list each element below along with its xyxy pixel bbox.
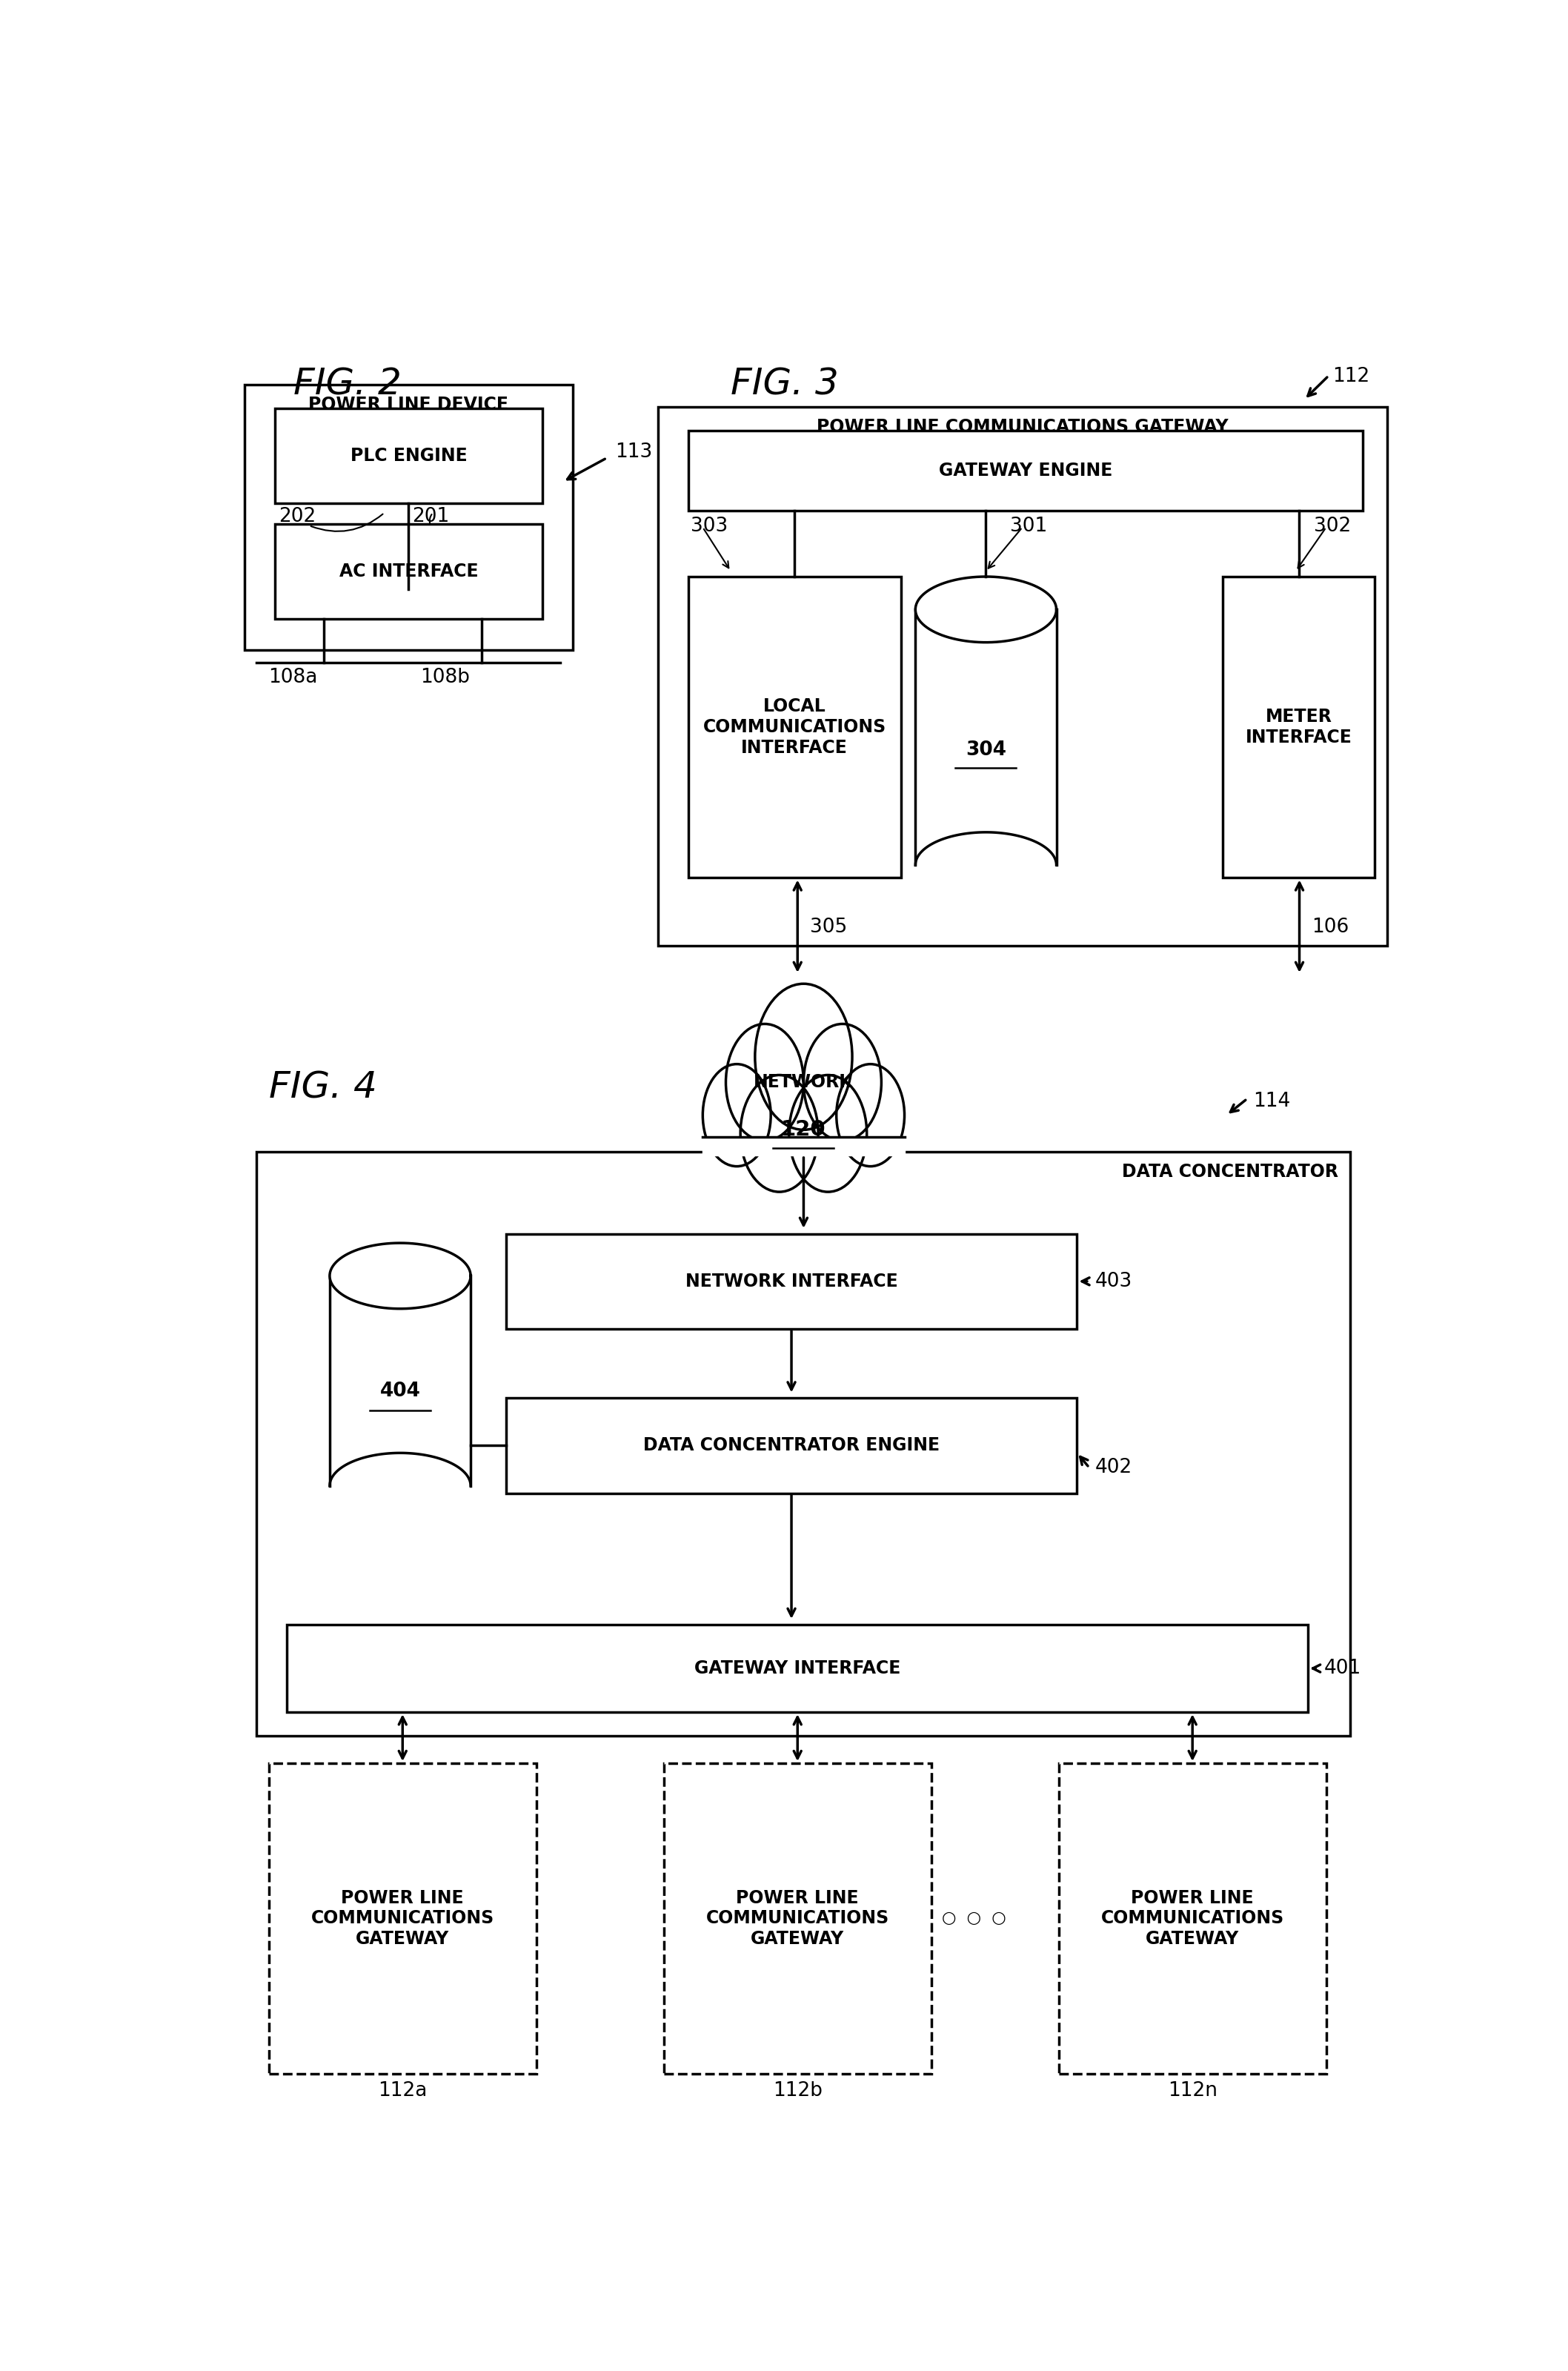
Text: POWER LINE DEVICE: POWER LINE DEVICE	[309, 396, 508, 413]
Text: POWER LINE
COMMUNICATIONS
GATEWAY: POWER LINE COMMUNICATIONS GATEWAY	[310, 1890, 494, 1949]
Text: NETWORK: NETWORK	[754, 1074, 853, 1091]
Text: DATA CONCENTRATOR ENGINE: DATA CONCENTRATOR ENGINE	[643, 1437, 939, 1453]
Bar	[257, 1152, 1350, 1736]
Text: 404: 404	[379, 1382, 420, 1401]
Text: 401: 401	[1323, 1660, 1361, 1679]
Text: AC INTERFACE: AC INTERFACE	[339, 562, 478, 581]
Text: 114: 114	[1253, 1091, 1290, 1110]
Bar	[506, 1233, 1077, 1328]
Text: POWER LINE COMMUNICATIONS GATEWAY: POWER LINE COMMUNICATIONS GATEWAY	[817, 417, 1228, 436]
Text: FIG. 2: FIG. 2	[293, 368, 401, 403]
Bar	[1058, 1764, 1327, 2075]
Text: 112: 112	[1333, 368, 1369, 386]
Circle shape	[702, 1065, 771, 1167]
Text: 108a: 108a	[268, 669, 318, 688]
Text: LOCAL
COMMUNICATIONS
INTERFACE: LOCAL COMMUNICATIONS INTERFACE	[702, 697, 886, 756]
Text: NETWORK INTERFACE: NETWORK INTERFACE	[685, 1273, 898, 1290]
Polygon shape	[329, 1276, 470, 1487]
Text: 201: 201	[412, 507, 450, 526]
Bar	[270, 1764, 536, 2075]
Text: 301: 301	[1010, 517, 1047, 536]
Text: POWER LINE
COMMUNICATIONS
GATEWAY: POWER LINE COMMUNICATIONS GATEWAY	[706, 1890, 889, 1949]
Text: 120: 120	[781, 1119, 826, 1140]
Text: FIG. 4: FIG. 4	[270, 1069, 376, 1105]
Bar	[274, 408, 543, 503]
Text: 202: 202	[279, 507, 315, 526]
Circle shape	[789, 1074, 867, 1193]
Text: 403: 403	[1094, 1271, 1132, 1290]
Text: 305: 305	[809, 918, 847, 937]
Text: PLC ENGINE: PLC ENGINE	[350, 448, 467, 465]
Circle shape	[726, 1024, 803, 1140]
Text: 113: 113	[615, 443, 652, 462]
Text: 108b: 108b	[420, 669, 470, 688]
Bar	[663, 1764, 931, 2075]
Circle shape	[836, 1065, 905, 1167]
Text: 112b: 112b	[773, 2082, 822, 2101]
Polygon shape	[916, 576, 1057, 643]
Polygon shape	[329, 1242, 470, 1309]
Text: 304: 304	[966, 740, 1007, 759]
Text: POWER LINE
COMMUNICATIONS
GATEWAY: POWER LINE COMMUNICATIONS GATEWAY	[1101, 1890, 1284, 1949]
Text: FIG. 3: FIG. 3	[731, 368, 839, 403]
Text: DATA CONCENTRATOR: DATA CONCENTRATOR	[1123, 1162, 1339, 1181]
Bar	[688, 432, 1363, 510]
Bar	[1223, 576, 1375, 877]
Text: GATEWAY ENGINE: GATEWAY ENGINE	[939, 462, 1112, 479]
Bar	[287, 1624, 1308, 1712]
Bar	[274, 524, 543, 619]
Bar	[506, 1399, 1077, 1494]
Circle shape	[756, 984, 853, 1131]
Text: GATEWAY INTERFACE: GATEWAY INTERFACE	[695, 1660, 900, 1676]
Bar	[659, 408, 1388, 946]
Bar	[688, 576, 902, 877]
Text: METER
INTERFACE: METER INTERFACE	[1245, 709, 1352, 747]
Circle shape	[740, 1074, 818, 1193]
Polygon shape	[916, 609, 1057, 865]
Text: 303: 303	[690, 517, 728, 536]
Text: 302: 302	[1314, 517, 1352, 536]
Text: 112a: 112a	[378, 2082, 426, 2101]
Text: ○  ○  ○: ○ ○ ○	[942, 1911, 1005, 1925]
Text: 402: 402	[1094, 1458, 1132, 1477]
Bar	[245, 384, 572, 650]
Text: 112n: 112n	[1168, 2082, 1217, 2101]
Text: 106: 106	[1311, 918, 1348, 937]
Circle shape	[804, 1024, 881, 1140]
